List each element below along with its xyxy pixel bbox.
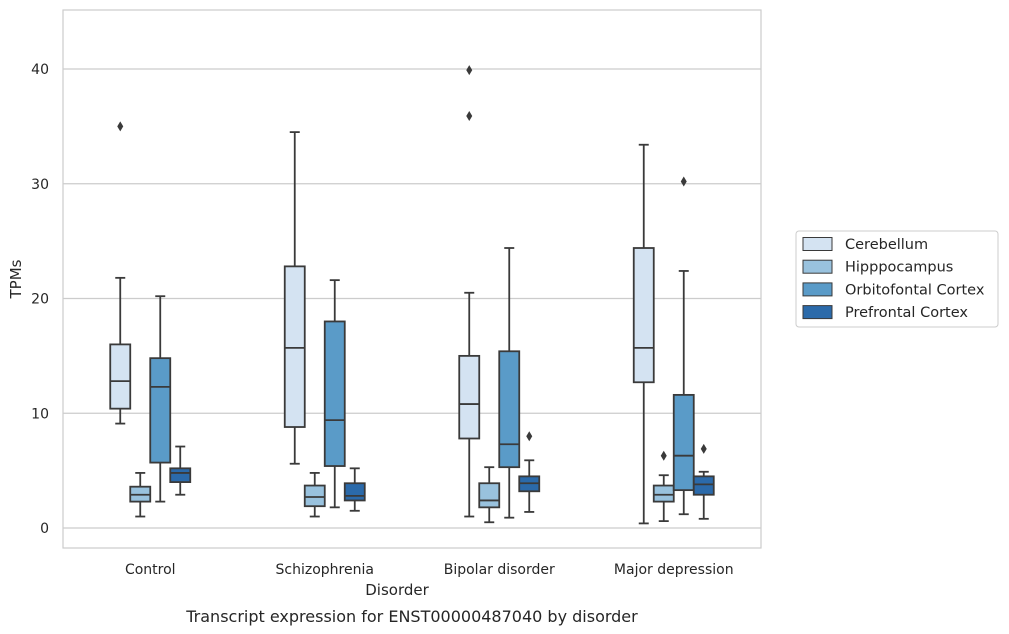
box-cerebellum [109,121,132,425]
box-orbitofontal-cortex [323,279,346,509]
box-hipppocampus [478,466,501,524]
box-prefrontal-cortex [518,431,541,513]
box-hipppocampus [129,472,152,518]
box-orbitofontal-cortex [672,176,695,516]
legend-label: Cerebellum [845,237,928,253]
legend-label: Hipppocampus [845,260,953,276]
y-tick-label: 30 [31,177,49,193]
box-iqr [478,482,501,509]
outlier-point [526,431,533,442]
outlier-point [117,121,124,132]
box-iqr [343,482,366,502]
box-iqr [149,357,172,464]
legend-swatch [802,259,833,274]
outlier-point [680,176,687,187]
box-iqr [692,475,715,496]
box-prefrontal-cortex [692,443,715,520]
y-tick-label: 20 [31,292,49,308]
x-tick-label: Major depression [614,562,734,578]
y-tick-label: 0 [40,521,49,537]
box-cerebellum [632,143,655,525]
legend-swatch [802,237,833,251]
box-prefrontal-cortex [343,467,366,512]
box-iqr [323,320,346,467]
y-axis-title: TPMs [7,259,25,299]
x-tick-labels: Control Schizophrenia Bipolar disorder Majo… [125,562,734,578]
box-iqr [632,247,655,384]
box-iqr [109,343,132,410]
box-prefrontal-cortex [169,445,192,496]
outlier-point [466,65,473,76]
box-iqr [652,484,675,503]
legend-label: Prefrontal Cortex [845,305,968,321]
legend-label: Orbitofontal Cortex [845,282,985,298]
box-orbitofontal-cortex [498,247,521,519]
y-tick-label: 10 [31,406,49,422]
box-iqr [169,467,192,483]
box-groups [109,65,715,525]
x-tick-label: Control [125,562,176,578]
outlier-point [466,111,473,122]
box-iqr [672,393,695,492]
box-iqr [458,354,481,440]
legend: Cerebellum Hipppocampus Orbitofontal Corte… [795,230,999,328]
box-hipppocampus [652,450,675,523]
x-axis-title: Disorder [365,581,429,599]
box-iqr [283,265,306,428]
box-cerebellum [283,131,306,465]
box-iqr [498,350,521,469]
y-tick-label: 40 [31,62,49,78]
grid [63,68,761,529]
box-iqr [303,484,326,508]
legend-swatch [802,282,833,297]
x-tick-label: Bipolar disorder [444,562,555,578]
x-tick-label: Schizophrenia [276,562,374,578]
box-cerebellum [458,65,481,518]
legend-swatch [802,305,833,320]
outlier-point [700,443,707,454]
legend-frame [795,230,999,328]
plot-area [62,9,762,549]
box-hipppocampus [303,472,326,518]
outlier-point [660,450,667,461]
chart-caption: Transcript expression for ENST0000048704… [185,607,638,626]
box-orbitofontal-cortex [149,295,172,503]
y-tick-labels: 0 10 20 30 40 [31,62,49,537]
